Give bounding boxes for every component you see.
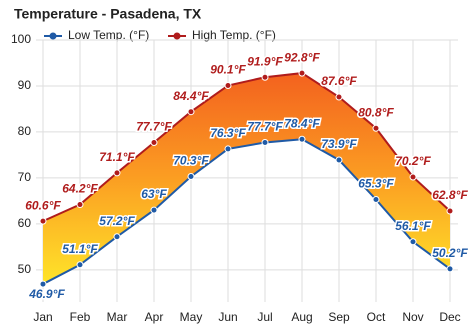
data-label: 65.3°F xyxy=(358,177,394,191)
data-label: 92.8°F xyxy=(284,50,320,64)
point xyxy=(113,169,121,177)
point xyxy=(76,261,84,269)
legend-label: Low Temp. (°F) xyxy=(68,28,149,42)
legend-marker xyxy=(49,32,57,40)
series-line xyxy=(42,138,451,285)
x-tick-label: Apr xyxy=(145,310,164,324)
legend-label: High Temp. (°F) xyxy=(192,28,276,42)
y-tick-label: 80 xyxy=(18,124,32,138)
data-label: 76.3°F xyxy=(210,126,246,140)
point xyxy=(113,233,121,241)
point xyxy=(150,206,158,214)
y-tick-label: 70 xyxy=(18,170,32,184)
data-label: 70.2°F xyxy=(395,154,431,168)
x-tick-label: Nov xyxy=(402,310,423,324)
data-label: 87.6°F xyxy=(321,74,357,88)
x-tick-label: Jan xyxy=(33,310,52,324)
point xyxy=(446,207,454,215)
data-label: 56.1°F xyxy=(395,219,431,233)
data-label: 80.8°F xyxy=(358,105,394,119)
point xyxy=(409,238,417,246)
point xyxy=(39,217,47,225)
x-tick-label: Mar xyxy=(107,310,128,324)
point xyxy=(150,139,158,147)
point xyxy=(261,139,269,147)
x-tick-label: Sep xyxy=(328,310,350,324)
point xyxy=(335,156,343,164)
point xyxy=(224,145,232,153)
point xyxy=(409,173,417,181)
data-label: 63°F xyxy=(141,187,167,201)
x-tick-label: May xyxy=(180,310,203,324)
point xyxy=(224,82,232,90)
y-tick-label: 90 xyxy=(18,78,32,92)
chart-title: Temperature - Pasadena, TX xyxy=(14,6,202,22)
data-label: 62.8°F xyxy=(432,188,468,202)
legend: Low Temp. (°F) High Temp. (°F) xyxy=(44,28,276,42)
point xyxy=(372,195,380,203)
x-tick-label: Jun xyxy=(218,310,237,324)
data-label: 90.1°F xyxy=(210,63,246,77)
data-label: 57.2°F xyxy=(99,214,135,228)
data-label: 50.2°F xyxy=(432,246,468,260)
point xyxy=(298,69,306,77)
data-label: 91.9°F xyxy=(247,54,283,68)
series-line xyxy=(42,72,451,223)
data-label: 60.6°F xyxy=(25,198,61,212)
data-label: 78.4°F xyxy=(284,116,320,130)
point xyxy=(261,73,269,81)
point xyxy=(446,265,454,273)
point xyxy=(39,280,47,288)
data-label: 84.4°F xyxy=(173,89,209,103)
range-area xyxy=(43,73,450,285)
y-tick-label: 50 xyxy=(18,262,32,276)
y-tick-label: 60 xyxy=(18,216,32,230)
x-tick-label: Jul xyxy=(257,310,272,324)
point xyxy=(76,201,84,209)
x-tick-label: Aug xyxy=(291,310,312,324)
point xyxy=(372,124,380,132)
data-label: 64.2°F xyxy=(62,182,98,196)
data-label: 77.7°F xyxy=(247,120,283,134)
data-label: 46.9°F xyxy=(28,287,65,301)
data-label: 71.1°F xyxy=(99,150,135,164)
data-label: 51.1°F xyxy=(62,242,98,256)
x-tick-label: Oct xyxy=(367,310,386,324)
point xyxy=(298,135,306,143)
data-label: 77.7°F xyxy=(136,120,172,134)
legend-marker xyxy=(173,32,181,40)
data-label: 70.3°F xyxy=(173,154,209,168)
y-tick-label: 100 xyxy=(11,32,31,46)
x-tick-label: Dec xyxy=(439,310,460,324)
point xyxy=(335,93,343,101)
point xyxy=(187,108,195,116)
point xyxy=(187,173,195,181)
data-label: 73.9°F xyxy=(321,137,357,151)
x-tick-label: Feb xyxy=(70,310,91,324)
